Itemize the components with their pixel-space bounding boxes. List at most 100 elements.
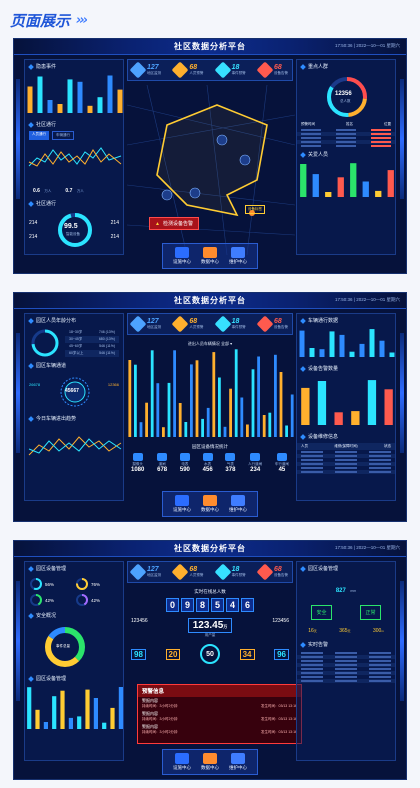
nav-item[interactable]: 数据中心 — [201, 247, 219, 265]
table-cell — [301, 463, 323, 465]
table-row[interactable] — [297, 128, 395, 132]
table-row[interactable] — [297, 675, 395, 679]
nav-item[interactable]: 数据中心 — [201, 495, 219, 513]
stat-card[interactable]: 18 事件预警 — [214, 61, 246, 79]
normal-status: 正常 — [360, 605, 381, 620]
platform-title: 社区数据分析平台 — [174, 544, 246, 553]
camera-icon[interactable] — [161, 189, 173, 201]
nav-label: 数据中心 — [201, 507, 219, 512]
bar — [262, 415, 266, 437]
table-row[interactable] — [297, 450, 395, 454]
table-cell — [335, 676, 357, 678]
nav-item[interactable]: 数据中心 — [201, 753, 219, 771]
table-header: 人员 维修(保障时间) 状态 — [297, 443, 395, 450]
alarm-item[interactable]: 警报内容 持续时间：3小时2分钟 发生时间：03/13 13:16 — [138, 697, 301, 710]
bar — [47, 100, 53, 113]
device-stat[interactable]: 人行道闸 234 — [248, 453, 262, 473]
table-row[interactable] — [297, 140, 395, 144]
table-row[interactable] — [297, 671, 395, 675]
tab-people[interactable]: 人员通行 — [29, 131, 49, 140]
chart-title[interactable]: 进出人员车辆情况 全部 ▾ — [187, 341, 233, 346]
age-row: 60岁以上 546 (11%) — [65, 350, 119, 357]
camera-icon[interactable] — [239, 154, 251, 166]
device-stat[interactable]: 车行道闸 45 — [275, 453, 289, 473]
table-row[interactable] — [297, 466, 395, 470]
table-cell — [335, 471, 357, 473]
section-title: 园区设备管理 — [25, 562, 123, 575]
camera-icon[interactable] — [216, 134, 228, 146]
nav-item[interactable]: 维护中心 — [229, 247, 247, 265]
diamond-icon — [300, 365, 306, 372]
stat-card[interactable]: 18 事件预警 — [214, 563, 246, 581]
safety-donut — [45, 627, 85, 667]
tab-vehicles[interactable]: 车辆通行 — [52, 131, 74, 140]
diamond-icon — [28, 317, 34, 324]
bar — [184, 422, 188, 437]
table-row[interactable] — [297, 655, 395, 659]
table-row[interactable] — [297, 667, 395, 671]
bar — [190, 364, 193, 437]
table-cell — [335, 455, 357, 457]
table-cell — [369, 672, 391, 674]
stat-card[interactable]: 18 事件预警 — [214, 315, 246, 333]
stat-icon — [256, 563, 274, 581]
table-row[interactable] — [297, 663, 395, 667]
people-vehicle-bar-chart — [128, 349, 294, 437]
arrows-icon: ››› — [76, 13, 88, 28]
table-cell — [335, 463, 357, 465]
bar — [339, 334, 345, 357]
alarm-item[interactable]: 警报内容 持续时间：3小时2分钟 发生时间：03/13 13:16 — [138, 723, 301, 736]
bar — [290, 394, 294, 437]
bar — [362, 181, 369, 197]
stat-card[interactable]: 68 设备告警 — [256, 563, 288, 581]
table-row[interactable] — [297, 679, 395, 683]
alarm-info-panel[interactable]: 预警信息 警报内容 持续时间：3小时2分钟 发生时间：03/13 13:16 警报内容… — [137, 684, 302, 744]
nav-item[interactable]: 维护中心 — [229, 495, 247, 513]
device-alarm-popup[interactable]: ▲ 检测设备告警 — [149, 217, 199, 230]
device-stat[interactable]: 道闸 678 — [157, 453, 167, 473]
table-row[interactable] — [297, 458, 395, 462]
stat-card[interactable]: 68 设备告警 — [256, 61, 288, 79]
device-stat[interactable]: 水表 456 — [202, 453, 213, 473]
alarm-duration: 持续时间：3小时2分钟 — [142, 717, 178, 721]
stat-card[interactable]: 68 设备告警 — [256, 315, 288, 333]
table-row[interactable] — [297, 659, 395, 663]
table-cell — [301, 455, 323, 457]
stat-value: 68 — [273, 566, 282, 573]
table-row[interactable] — [297, 132, 395, 136]
table-row[interactable] — [297, 144, 395, 148]
stat-card[interactable]: 68 人员预警 — [171, 563, 203, 581]
bar — [212, 352, 216, 437]
bar — [375, 190, 382, 197]
stat-card[interactable]: 127 地区监测 — [129, 315, 161, 333]
stat-card[interactable]: 127 地区监测 — [129, 61, 161, 79]
section-title: 关爱人员 — [297, 148, 395, 161]
table-cell — [369, 664, 391, 666]
device-stat[interactable]: 气表 378 — [225, 453, 235, 473]
column-header: 人员 — [301, 444, 308, 448]
bar — [102, 722, 107, 729]
table-row[interactable] — [297, 462, 395, 466]
stat-card[interactable]: 68 人员预警 — [171, 315, 203, 333]
alarm-item[interactable]: 警报内容 持续时间：3小时2分钟 发生时间：03/13 13:16 — [138, 710, 301, 723]
age-row: 18~30岁 746 (13%) — [65, 329, 119, 336]
nav-item[interactable]: 维护中心 — [229, 753, 247, 771]
camera-icon[interactable] — [189, 187, 201, 199]
ring-icon — [30, 594, 42, 606]
device-stat[interactable]: 摄像头 1080 — [131, 453, 144, 473]
nav-item[interactable]: 设施中心 — [173, 247, 191, 265]
table-row[interactable] — [297, 470, 395, 474]
table-row[interactable] — [297, 454, 395, 458]
stat-card[interactable]: 127 地区监测 — [129, 563, 161, 581]
device-stat[interactable]: 电表 590 — [179, 453, 190, 473]
device-count: 234 — [250, 467, 261, 473]
table-row[interactable] — [297, 136, 395, 140]
nav-item[interactable]: 设施中心 — [173, 753, 191, 771]
table-cell — [335, 672, 357, 674]
table-row[interactable] — [297, 651, 395, 655]
ring-percent: 56% — [45, 581, 55, 587]
left-panel: 园区设备管理 56% 76% 42% 42% 安全概况 事件总量 园区设备管理 — [24, 561, 124, 761]
stat-card[interactable]: 68 人员预警 — [171, 61, 203, 79]
diamond-icon — [300, 641, 306, 648]
nav-item[interactable]: 设施中心 — [173, 495, 191, 513]
